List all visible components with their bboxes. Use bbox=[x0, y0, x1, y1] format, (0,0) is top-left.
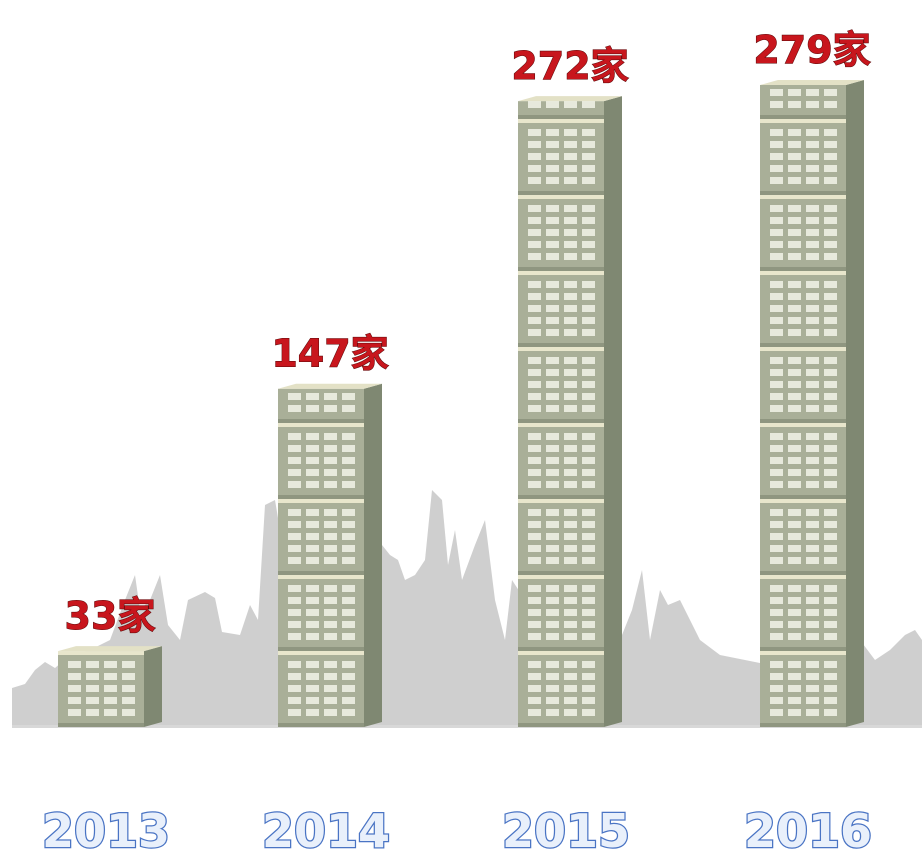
x-tick-label: 2014 bbox=[262, 804, 390, 853]
building-side bbox=[846, 80, 864, 727]
building bbox=[518, 96, 622, 727]
value-label: 33家 bbox=[65, 594, 156, 638]
value-label: 147家 bbox=[271, 332, 388, 376]
building bbox=[278, 384, 382, 727]
x-tick-label: 2013 bbox=[42, 804, 170, 853]
building-roof bbox=[760, 80, 864, 85]
x-tick-label: 2015 bbox=[502, 804, 630, 853]
building-roof bbox=[518, 96, 622, 101]
building-side bbox=[144, 646, 162, 727]
building-side bbox=[604, 96, 622, 727]
building-side bbox=[364, 384, 382, 727]
value-label: 272家 bbox=[511, 44, 628, 88]
building-roof bbox=[278, 384, 382, 389]
building-roof bbox=[58, 646, 162, 651]
value-label: 279家 bbox=[753, 28, 870, 72]
bar bbox=[760, 85, 846, 727]
building bbox=[58, 646, 162, 727]
bar bbox=[278, 389, 364, 727]
x-tick-label: 2016 bbox=[744, 804, 872, 853]
chart: 33家 2013 147家 2014 272家 2015 279家 2016 bbox=[0, 0, 922, 853]
bar bbox=[518, 101, 604, 727]
building bbox=[760, 80, 864, 727]
bar bbox=[58, 651, 144, 727]
